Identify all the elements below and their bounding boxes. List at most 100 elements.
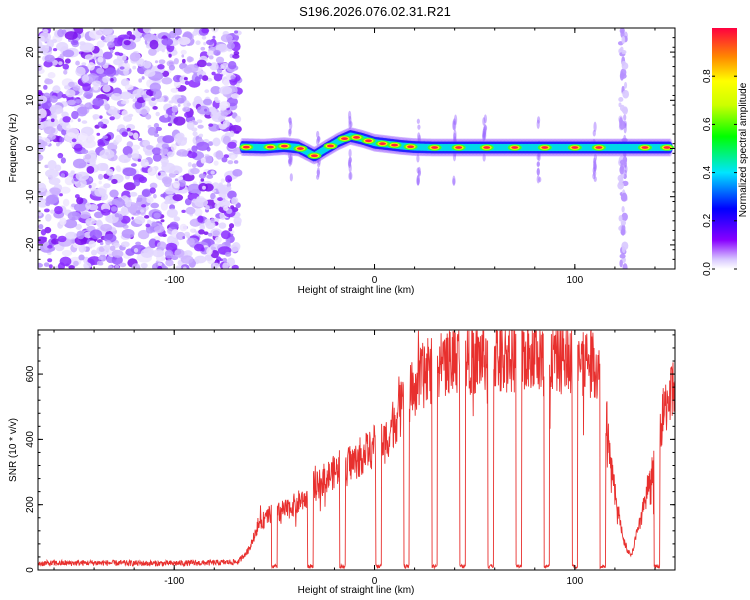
noise-blob (110, 93, 123, 101)
noise-blob (59, 193, 63, 197)
artifact-streak (482, 132, 486, 138)
noise-blob (202, 98, 213, 106)
noise-blob (234, 115, 242, 123)
noise-blob (206, 62, 212, 67)
noise-blob (62, 116, 72, 123)
signal-peak (483, 146, 491, 149)
noise-blob (132, 65, 137, 70)
noise-blob (61, 29, 67, 35)
noise-blob (210, 28, 219, 33)
noise-blob (165, 242, 178, 252)
noise-blob (184, 111, 192, 118)
noise-blob (151, 221, 158, 228)
noise-blob (85, 217, 96, 226)
signal-peak (431, 146, 439, 149)
noise-blob (90, 249, 98, 256)
noise-blob (74, 99, 83, 104)
noise-blob (142, 28, 152, 34)
noise-blob (210, 246, 216, 251)
noise-blob (165, 259, 174, 267)
noise-blob (135, 241, 142, 246)
snr-ylabel: SNR (10 * v/v) (8, 418, 19, 482)
noise-blob (50, 118, 55, 123)
noise-blob (190, 228, 195, 233)
noise-blob (93, 211, 104, 219)
noise-blob (154, 60, 159, 64)
noise-blob (202, 185, 206, 190)
artifact-streak (452, 120, 456, 131)
noise-blob (122, 145, 133, 156)
noise-blob (99, 115, 103, 119)
noise-blob (49, 187, 61, 195)
noise-blob (232, 53, 240, 59)
noise-blob (152, 249, 165, 258)
signal-peak (571, 146, 579, 149)
noise-blob (48, 177, 61, 185)
artifact-streak (289, 173, 293, 182)
artifact-streak (620, 192, 628, 202)
noise-blob (117, 109, 121, 114)
noise-blob (63, 219, 78, 229)
noise-blob (98, 28, 113, 36)
signal-peak (641, 146, 649, 149)
noise-blob (192, 30, 198, 36)
noise-blob (110, 78, 114, 82)
noise-blob (215, 56, 225, 64)
noise-blob (155, 126, 163, 132)
noise-blob (195, 40, 201, 46)
noise-blob (160, 193, 166, 198)
noise-blob (77, 118, 81, 122)
artifact-streak (417, 124, 421, 130)
noise-blob (215, 150, 224, 160)
noise-blob (129, 191, 138, 197)
noise-blob (59, 136, 65, 143)
noise-blob (206, 174, 214, 179)
noise-blob (225, 175, 233, 183)
noise-blob (131, 153, 140, 159)
noise-blob (104, 67, 117, 77)
noise-blob (60, 173, 66, 178)
noise-blob (38, 182, 47, 193)
noise-blob (212, 137, 221, 147)
noise-blob (233, 160, 239, 164)
spectrogram-content (38, 28, 674, 269)
noise-blob (102, 51, 113, 60)
noise-blob (138, 78, 143, 83)
noise-blob (140, 262, 148, 269)
artifact-streak (592, 129, 596, 137)
noise-blob (165, 188, 175, 195)
noise-blob (140, 158, 149, 168)
noise-blob (153, 212, 161, 219)
noise-blob (201, 75, 209, 82)
noise-blob (208, 141, 214, 146)
noise-blob (193, 95, 203, 106)
noise-blob (206, 50, 215, 57)
noise-blob (166, 208, 178, 218)
signal-peak (280, 144, 288, 148)
artifact-streak (621, 206, 625, 213)
noise-blob (225, 132, 231, 137)
noise-blob (96, 40, 105, 48)
noise-blob (227, 61, 237, 70)
noise-blob (92, 80, 102, 87)
noise-blob (137, 229, 150, 240)
noise-blob (153, 193, 157, 199)
artifact-streak (288, 117, 292, 126)
noise-blob (38, 198, 49, 208)
noise-blob (118, 197, 123, 202)
noise-blob (84, 54, 94, 61)
noise-blob (220, 258, 223, 262)
noise-blob (147, 126, 157, 136)
noise-blob (68, 265, 75, 269)
noise-blob (153, 133, 160, 138)
noise-blob (196, 119, 203, 124)
noise-blob (106, 168, 114, 176)
noise-blob (142, 139, 150, 147)
noise-blob (208, 123, 214, 127)
spectrogram-ytick-label: 0 (25, 145, 36, 151)
artifact-streak (536, 168, 540, 176)
noise-blob (182, 266, 187, 269)
signal-peak (391, 143, 399, 147)
artifact-streak (618, 215, 623, 222)
noise-blob (82, 139, 97, 149)
